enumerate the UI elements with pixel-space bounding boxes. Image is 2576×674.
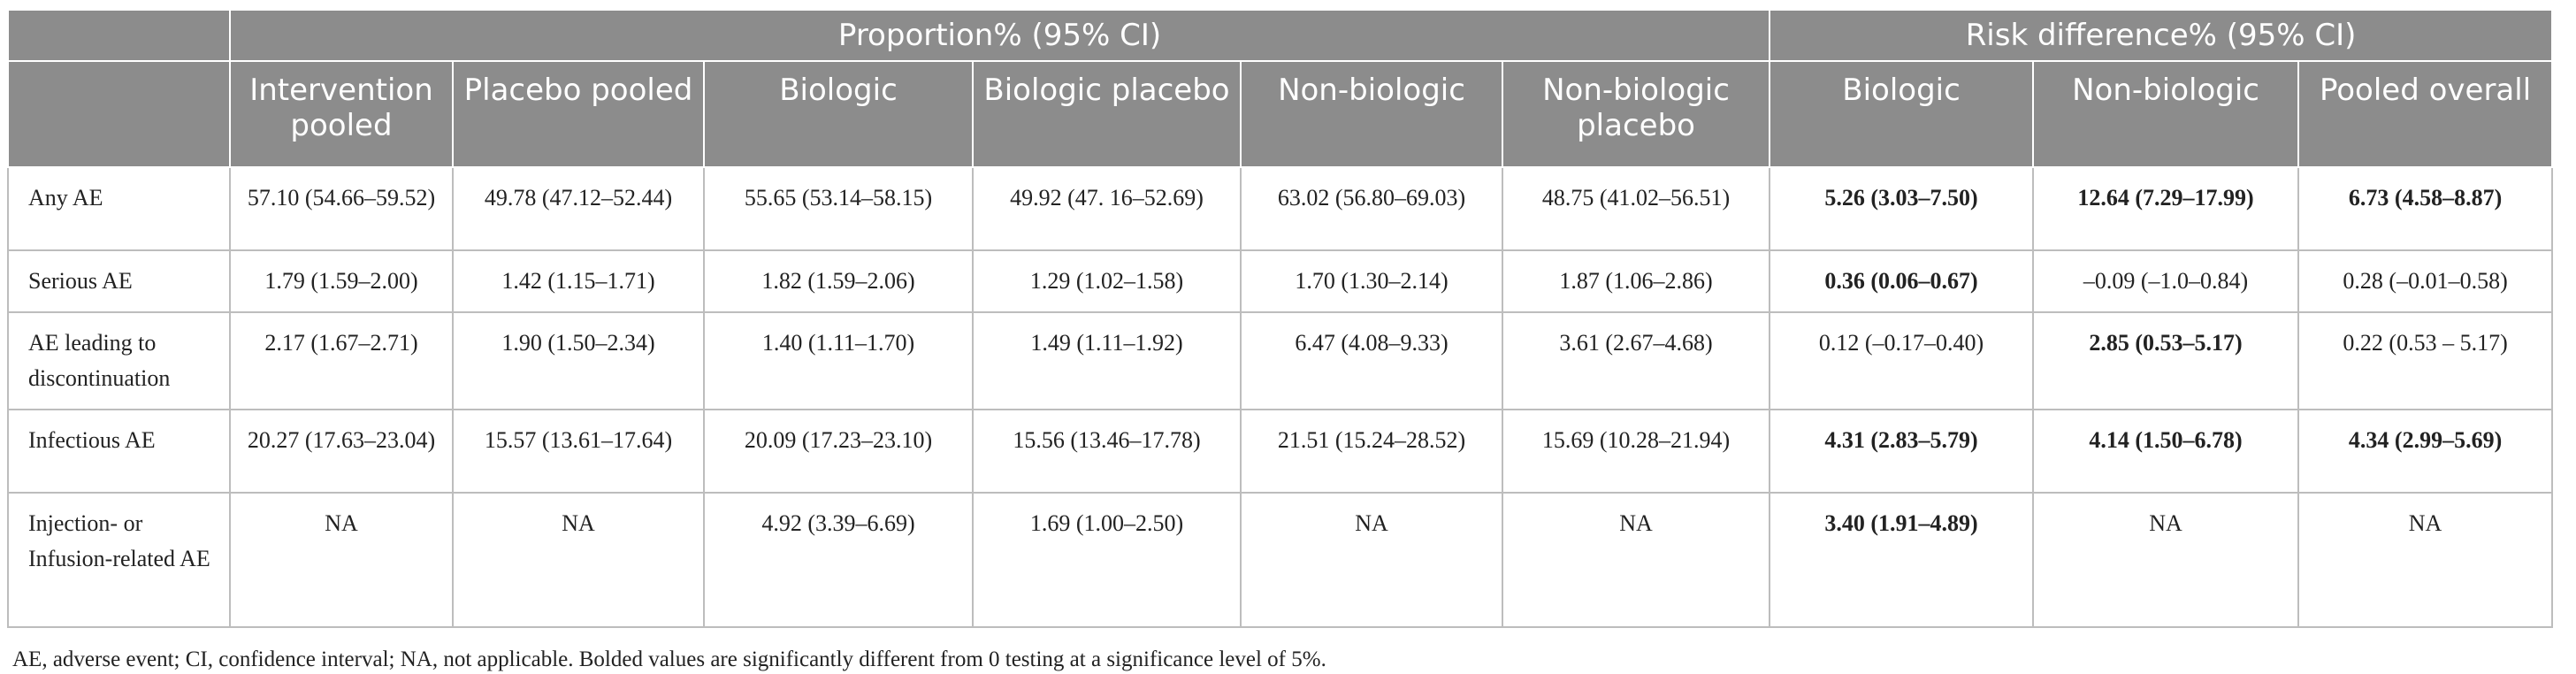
- header-placebo-pooled: Placebo pooled: [452, 60, 705, 168]
- table-cell: 15.57 (13.61–17.64): [452, 409, 705, 494]
- table-cell: 1.69 (1.00–2.50): [972, 492, 1242, 628]
- table-cell: NA: [2297, 492, 2554, 628]
- header-non-biologic-placebo: Non-biologic placebo: [1501, 60, 1771, 168]
- table-cell: 1.90 (1.50–2.34): [452, 311, 705, 410]
- table-row: Infectious AE 20.27 (17.63–23.04) 15.57 (1…: [7, 409, 2554, 494]
- table-cell: NA: [452, 492, 705, 628]
- row-label: Injection- or Infusion-related AE: [7, 492, 231, 628]
- table-cell: NA: [1501, 492, 1771, 628]
- row-label: AE leading to discontinuation: [7, 311, 231, 410]
- table-cell: 15.69 (10.28–21.94): [1501, 409, 1771, 494]
- table-row: Any AE 57.10 (54.66–59.52) 49.78 (47.12–52…: [7, 166, 2554, 251]
- header-biologic: Biologic: [703, 60, 974, 168]
- table-cell: 4.31 (2.83–5.79): [1769, 409, 2035, 494]
- table-cell: 0.12 (–0.17–0.40): [1769, 311, 2035, 410]
- table-cell: 1.70 (1.30–2.14): [1240, 249, 1503, 313]
- row-label: Serious AE: [7, 249, 231, 313]
- table-cell: 4.34 (2.99–5.69): [2297, 409, 2554, 494]
- header-group-risk-difference: Risk difference% (95% CI): [1769, 9, 2554, 62]
- table-row: Serious AE 1.79 (1.59–2.00) 1.42 (1.15–1.7…: [7, 249, 2554, 313]
- table-cell: 4.14 (1.50–6.78): [2032, 409, 2300, 494]
- table-cell: 49.78 (47.12–52.44): [452, 166, 705, 251]
- table-cell: 12.64 (7.29–17.99): [2032, 166, 2300, 251]
- table-cell: 1.42 (1.15–1.71): [452, 249, 705, 313]
- adverse-events-table: Proportion% (95% CI) Risk difference% (9…: [7, 9, 2554, 628]
- table-body: Any AE 57.10 (54.66–59.52) 49.78 (47.12–52…: [7, 166, 2554, 628]
- table-cell: 1.87 (1.06–2.86): [1501, 249, 1771, 313]
- table-cell: NA: [229, 492, 454, 628]
- header-group-row: Proportion% (95% CI) Risk difference% (9…: [7, 9, 2554, 62]
- table-cell: 3.40 (1.91–4.89): [1769, 492, 2035, 628]
- table-cell: 49.92 (47. 16–52.69): [972, 166, 1242, 251]
- table-cell: 2.17 (1.67–2.71): [229, 311, 454, 410]
- header-rd-biologic: Biologic: [1769, 60, 2035, 168]
- header-column-empty: [7, 60, 231, 168]
- table-cell: 5.26 (3.03–7.50): [1769, 166, 2035, 251]
- table-cell: 20.27 (17.63–23.04): [229, 409, 454, 494]
- table-cell: 48.75 (41.02–56.51): [1501, 166, 1771, 251]
- table-cell: 1.82 (1.59–2.06): [703, 249, 974, 313]
- table-row: AE leading to discontinuation 2.17 (1.67–…: [7, 311, 2554, 410]
- table-cell: 0.36 (0.06–0.67): [1769, 249, 2035, 313]
- table-footnote: AE, adverse event; CI, confidence interv…: [12, 647, 1326, 671]
- table-row: Injection- or Infusion-related AE NA NA 4.9…: [7, 492, 2554, 628]
- table-cell: 1.40 (1.11–1.70): [703, 311, 974, 410]
- header-group-empty: [7, 9, 231, 62]
- header-non-biologic: Non-biologic: [1240, 60, 1503, 168]
- table-cell: 63.02 (56.80–69.03): [1240, 166, 1503, 251]
- table-cell: 2.85 (0.53–5.17): [2032, 311, 2300, 410]
- table-cell: 15.56 (13.46–17.78): [972, 409, 1242, 494]
- table-cell: 1.29 (1.02–1.58): [972, 249, 1242, 313]
- table-cell: –0.09 (–1.0–0.84): [2032, 249, 2300, 313]
- table-cell: 55.65 (53.14–58.15): [703, 166, 974, 251]
- header-group-proportion: Proportion% (95% CI): [228, 9, 1771, 62]
- table-cell: 1.49 (1.11–1.92): [972, 311, 1242, 410]
- table-cell: 6.47 (4.08–9.33): [1240, 311, 1503, 410]
- row-label: Any AE: [7, 166, 231, 251]
- table-cell: 21.51 (15.24–28.52): [1240, 409, 1503, 494]
- table-cell: 57.10 (54.66–59.52): [229, 166, 454, 251]
- table-cell: 1.79 (1.59–2.00): [229, 249, 454, 313]
- header-biologic-placebo: Biologic placebo: [972, 60, 1242, 168]
- table-cell: 6.73 (4.58–8.87): [2297, 166, 2554, 251]
- header-column-row: Intervention pooled Placebo pooled Biolo…: [7, 60, 2554, 168]
- row-label: Infectious AE: [7, 409, 231, 494]
- table-cell: 0.28 (–0.01–0.58): [2297, 249, 2554, 313]
- header-rd-non-biologic: Non-biologic: [2032, 60, 2300, 168]
- table-cell: 20.09 (17.23–23.10): [703, 409, 974, 494]
- table-cell: NA: [2032, 492, 2300, 628]
- header-intervention-pooled: Intervention pooled: [229, 60, 454, 168]
- header-rd-pooled-overall: Pooled overall: [2297, 60, 2554, 168]
- table-cell: NA: [1240, 492, 1503, 628]
- table-cell: 4.92 (3.39–6.69): [703, 492, 974, 628]
- table-cell: 3.61 (2.67–4.68): [1501, 311, 1771, 410]
- table-cell: 0.22 (0.53 – 5.17): [2297, 311, 2554, 410]
